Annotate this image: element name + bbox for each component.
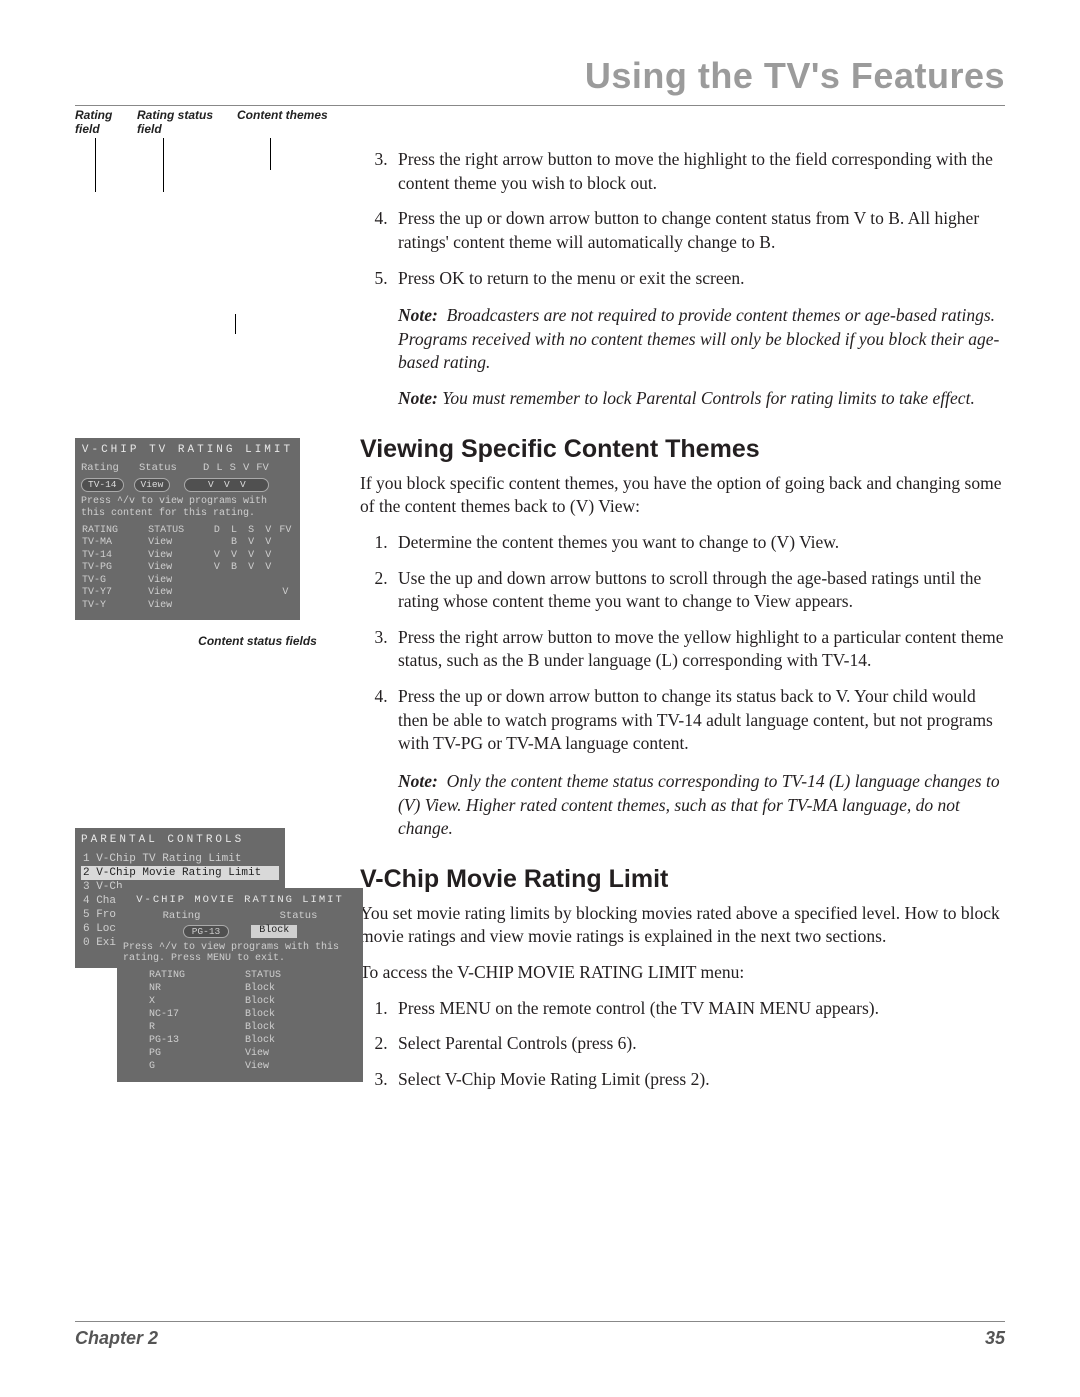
footer-chapter: Chapter 2 xyxy=(75,1328,158,1349)
vchip-sel-status: View xyxy=(134,478,171,492)
table-row: NC-17Block xyxy=(125,1009,355,1020)
section2-intro: You set movie rating limits by blocking … xyxy=(360,902,1005,949)
th-rating: RATING xyxy=(81,525,147,538)
list-item: Press the right arrow button to move the… xyxy=(392,148,1005,195)
pc-menu-item: 1 V-Chip TV Rating Limit xyxy=(81,852,279,866)
table-row: TV-MAViewBVV xyxy=(81,537,294,550)
vchip-hint: Press ^/v to view programs with this con… xyxy=(81,496,294,521)
movie-h-status: Status xyxy=(280,910,318,922)
pc-menu-item: 2 V-Chip Movie Rating Limit xyxy=(81,866,279,880)
top-steps-list: Press the right arrow button to move the… xyxy=(360,148,1005,290)
movie-header: Rating Status xyxy=(123,910,357,922)
table-row: GView xyxy=(125,1061,355,1072)
movie-sel-status: Block xyxy=(251,925,297,938)
callout-content-status: Content status fields xyxy=(165,634,350,648)
list-item: Press the right arrow button to move the… xyxy=(392,626,1005,673)
table-row: PG-13Block xyxy=(125,1035,355,1046)
list-item: Press the up or down arrow button to cha… xyxy=(392,207,1005,254)
movie-selected-row: PG-13 Block xyxy=(123,925,357,938)
table-row: PGView xyxy=(125,1048,355,1059)
table-row: TV-14ViewVVVV xyxy=(81,550,294,563)
callout-line xyxy=(270,138,271,170)
movie-hint: Press ^/v to view programs with this rat… xyxy=(123,942,357,964)
callout-rating-field: Rating field xyxy=(75,108,137,136)
parental-controls-screenshot: PARENTAL CONTROLS 1 V-Chip TV Rating Lim… xyxy=(75,828,345,968)
table-row: RBlock xyxy=(125,1022,355,1033)
footer-page: 35 xyxy=(985,1328,1005,1349)
list-item: Select V-Chip Movie Rating Limit (press … xyxy=(392,1068,1005,1092)
note-1: Note: Broadcasters are not required to p… xyxy=(398,304,1005,375)
movie-menu-title: V-CHIP MOVIE RATING LIMIT xyxy=(123,894,357,906)
page-footer: Chapter 2 35 xyxy=(75,1321,1005,1349)
list-item: Select Parental Controls (press 6). xyxy=(392,1032,1005,1056)
vchip-header-row: Rating Status DLSVFV xyxy=(81,462,294,475)
movie-sel-rating: PG-13 xyxy=(183,925,230,938)
table-row: NRBlock xyxy=(125,983,355,994)
movie-th-status: STATUS xyxy=(241,970,355,981)
callout-line xyxy=(95,138,96,192)
list-item: Use the up and down arrow buttons to scr… xyxy=(392,567,1005,614)
content-area: Rating field Rating status field Content… xyxy=(75,148,1005,1106)
vchip-h-status: Status xyxy=(139,462,193,475)
th-status: STATUS xyxy=(147,525,208,538)
callout-line xyxy=(235,314,236,334)
list-item: Press MENU on the remote control (the TV… xyxy=(392,997,1005,1021)
vchip-theme-heads: DLSVFV xyxy=(193,462,294,475)
movie-th-rating: RATING xyxy=(125,970,239,981)
list-item: Press OK to return to the menu or exit t… xyxy=(392,267,1005,291)
right-column: Press the right arrow button to move the… xyxy=(350,148,1005,1106)
table-row: XBlock xyxy=(125,996,355,1007)
list-item: Press the up or down arrow button to cha… xyxy=(392,685,1005,756)
callout-content-themes: Content themes xyxy=(237,108,328,136)
vchip-tv-screenshot: V-CHIP TV RATING LIMIT Rating Status DLS… xyxy=(75,438,300,620)
movie-h-rating: Rating xyxy=(163,910,201,922)
table-row: TV-GView xyxy=(81,575,294,588)
page-header-title: Using the TV's Features xyxy=(75,55,1005,106)
section1-intro: If you block specific content themes, yo… xyxy=(360,472,1005,519)
section1-steps: Determine the content themes you want to… xyxy=(360,531,1005,756)
vchip-sel-values: VVV xyxy=(184,478,269,492)
section1-heading: Viewing Specific Content Themes xyxy=(360,435,1005,464)
table-row: TV-PGViewVBVV xyxy=(81,562,294,575)
vchip-table: RATING STATUS DLSVFV TV-MAViewBVVTV-14Vi… xyxy=(81,525,294,613)
vchip-h-rating: Rating xyxy=(81,462,139,475)
movie-table: RATING STATUS NRBlock XBlock NC-17Block RBl… xyxy=(123,968,357,1074)
section2-steps: Press MENU on the remote control (the TV… xyxy=(360,997,1005,1092)
pc-menu-title: PARENTAL CONTROLS xyxy=(81,834,279,846)
callout-labels: Rating field Rating status field Content… xyxy=(75,108,350,136)
section1-note: Note: Only the content theme status corr… xyxy=(398,770,1005,841)
table-row: TV-Y7ViewV xyxy=(81,587,294,600)
section2-heading: V-Chip Movie Rating Limit xyxy=(360,865,1005,894)
vchip-sel-rating: TV-14 xyxy=(81,478,124,492)
section2-access: To access the V-CHIP MOVIE RATING LIMIT … xyxy=(360,961,1005,985)
vchip-selected-row: TV-14 View VVV xyxy=(81,478,294,492)
callout-rating-status: Rating status field xyxy=(137,108,237,136)
movie-rating-menu: V-CHIP MOVIE RATING LIMIT Rating Status … xyxy=(117,888,363,1082)
vchip-title: V-CHIP TV RATING LIMIT xyxy=(81,444,294,458)
list-item: Determine the content themes you want to… xyxy=(392,531,1005,555)
callout-line xyxy=(163,138,164,192)
left-column: Rating field Rating status field Content… xyxy=(75,148,350,1106)
table-row: TV-YView xyxy=(81,600,294,613)
note-2: Note: You must remember to lock Parental… xyxy=(398,387,1005,411)
